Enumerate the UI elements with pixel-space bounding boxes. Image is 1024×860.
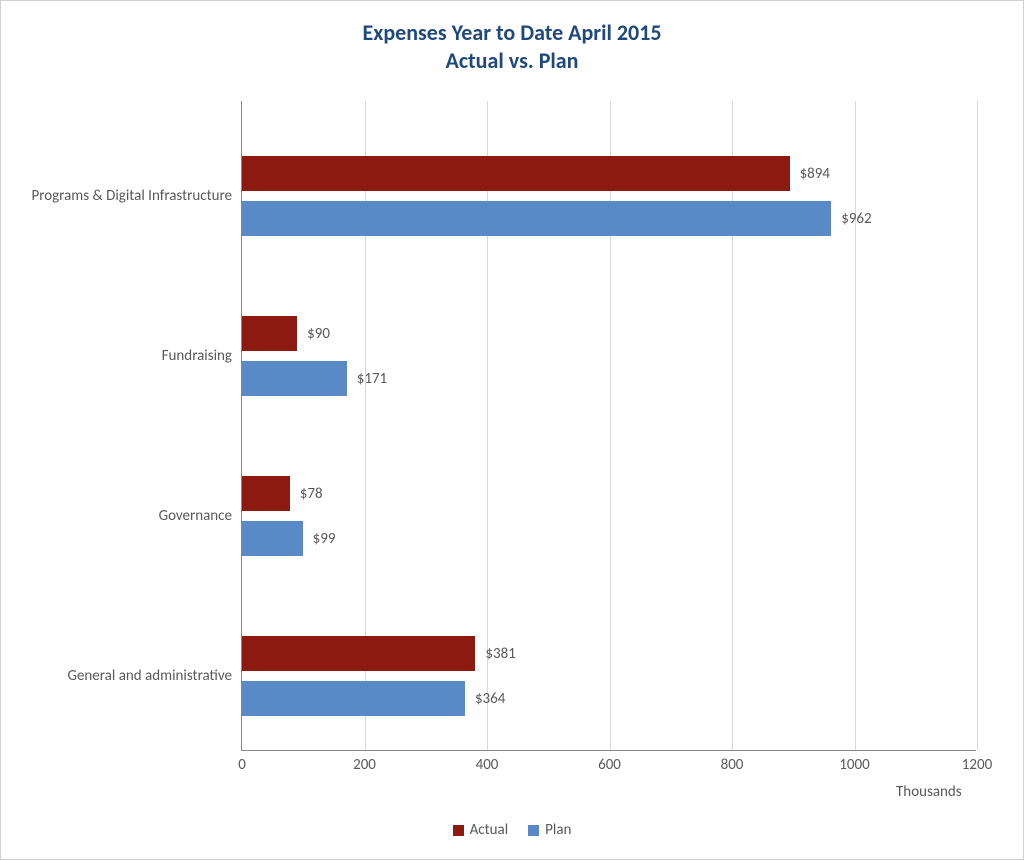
legend-label: Actual bbox=[470, 821, 509, 839]
category-label: Programs & Digital Infrastructure bbox=[22, 187, 242, 205]
chart-title: Expenses Year to Date April 2015 Actual … bbox=[1, 1, 1023, 74]
bar-value-label: $364 bbox=[475, 690, 505, 708]
bar-value-label: $962 bbox=[841, 210, 871, 228]
legend-item-plan: Plan bbox=[528, 821, 571, 839]
bar-plan bbox=[242, 681, 465, 716]
category-label: Fundraising bbox=[22, 347, 242, 365]
x-tick-label: 800 bbox=[721, 750, 744, 774]
bar-value-label: $381 bbox=[485, 645, 515, 663]
bar-value-label: $78 bbox=[300, 485, 323, 503]
bar-actual bbox=[242, 636, 475, 671]
bar-value-label: $894 bbox=[800, 165, 830, 183]
gridline bbox=[610, 101, 611, 750]
x-tick-label: 1000 bbox=[839, 750, 869, 774]
bar-plan bbox=[242, 521, 303, 556]
bar-actual bbox=[242, 316, 297, 351]
legend-label: Plan bbox=[545, 821, 571, 839]
category-label: Governance bbox=[22, 507, 242, 525]
gridline bbox=[732, 101, 733, 750]
legend-swatch bbox=[528, 825, 539, 836]
x-tick-label: 0 bbox=[238, 750, 246, 774]
x-tick-label: 200 bbox=[353, 750, 376, 774]
x-axis-title: Thousands bbox=[896, 783, 962, 801]
bar-actual bbox=[242, 476, 290, 511]
legend: Actual Plan bbox=[1, 821, 1023, 841]
bar-plan bbox=[242, 361, 347, 396]
x-tick-label: 400 bbox=[476, 750, 499, 774]
gridline bbox=[855, 101, 856, 750]
legend-item-actual: Actual bbox=[453, 821, 509, 839]
legend-swatch bbox=[453, 825, 464, 836]
chart-title-line1: Expenses Year to Date April 2015 bbox=[1, 19, 1023, 47]
chart-title-line2: Actual vs. Plan bbox=[1, 47, 1023, 75]
x-tick-label: 600 bbox=[598, 750, 621, 774]
bar-plan bbox=[242, 201, 831, 236]
gridline bbox=[977, 101, 978, 750]
bar-value-label: $99 bbox=[313, 530, 336, 548]
bar-value-label: $171 bbox=[357, 370, 387, 388]
x-tick-label: 1200 bbox=[962, 750, 992, 774]
bar-value-label: $90 bbox=[307, 325, 330, 343]
bar-actual bbox=[242, 156, 790, 191]
plot-area: 020040060080010001200Programs & Digital … bbox=[241, 101, 976, 751]
chart-container: Expenses Year to Date April 2015 Actual … bbox=[0, 0, 1024, 860]
category-label: General and administrative bbox=[22, 667, 242, 685]
